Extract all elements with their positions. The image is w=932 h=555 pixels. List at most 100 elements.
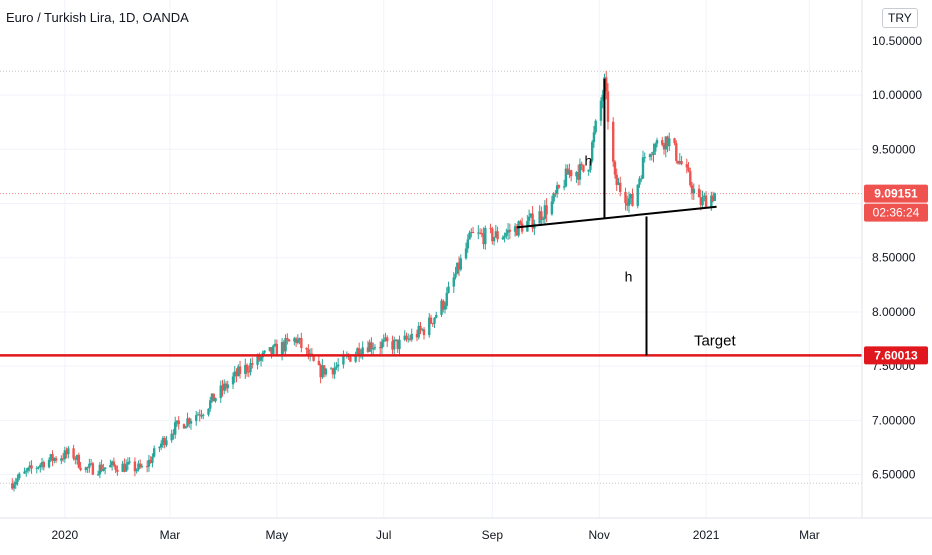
currency-button[interactable]: TRY bbox=[882, 8, 918, 28]
candle-body bbox=[102, 469, 105, 471]
candle-body bbox=[329, 368, 333, 370]
candle-body bbox=[540, 211, 543, 220]
candle-body bbox=[84, 467, 88, 470]
candle-body bbox=[419, 325, 422, 330]
candle-body bbox=[545, 205, 548, 215]
candle-body bbox=[456, 262, 459, 274]
candle-body bbox=[158, 447, 161, 449]
candle-body bbox=[692, 188, 696, 194]
candle-body bbox=[96, 474, 100, 476]
time-tick-label: Sep bbox=[482, 528, 504, 542]
candle-body bbox=[145, 466, 149, 468]
candle-body bbox=[35, 467, 38, 469]
candle-body bbox=[165, 440, 168, 446]
candle-body bbox=[298, 337, 301, 340]
candle-body bbox=[296, 339, 300, 343]
candle-body bbox=[531, 213, 534, 229]
candle-body bbox=[508, 229, 512, 232]
candle-body bbox=[543, 205, 547, 219]
candle-body bbox=[640, 178, 643, 180]
candle-body bbox=[54, 458, 58, 461]
candle-body bbox=[492, 237, 496, 242]
candle-body bbox=[18, 473, 21, 479]
candle-body bbox=[690, 185, 694, 194]
candle-body bbox=[368, 342, 371, 352]
candle-body bbox=[624, 191, 627, 204]
candle-body bbox=[147, 459, 151, 467]
candle-body bbox=[226, 384, 229, 389]
candle-body bbox=[86, 467, 89, 469]
candle-body bbox=[407, 338, 410, 340]
candle-body bbox=[305, 347, 308, 350]
candle-body bbox=[333, 367, 336, 375]
current-price-value: 9.09151 bbox=[874, 187, 918, 201]
countdown-badge bbox=[864, 203, 928, 222]
candle-body bbox=[552, 193, 555, 202]
candle-body bbox=[470, 232, 473, 234]
candle-body bbox=[163, 437, 166, 446]
candle-body bbox=[182, 424, 186, 429]
candle-body bbox=[74, 458, 77, 460]
candle-body bbox=[231, 376, 235, 385]
candle-body bbox=[482, 233, 485, 245]
candle-body bbox=[503, 235, 506, 238]
price-axis-background bbox=[862, 0, 932, 550]
candle-body bbox=[237, 366, 240, 377]
candle-body bbox=[25, 470, 28, 472]
candle-body bbox=[429, 317, 433, 324]
candle-body bbox=[541, 218, 545, 220]
candle-body bbox=[186, 418, 189, 427]
candle-body bbox=[98, 464, 102, 475]
candle-body bbox=[687, 167, 690, 172]
candle-body bbox=[435, 314, 438, 318]
candle-body bbox=[505, 232, 508, 236]
candle-body bbox=[282, 342, 286, 352]
candle-body bbox=[627, 198, 631, 206]
candle-body bbox=[209, 400, 212, 409]
candle-body bbox=[459, 258, 462, 270]
candle-body bbox=[605, 77, 608, 92]
candle-body bbox=[159, 443, 163, 448]
candle-body bbox=[391, 341, 394, 350]
time-tick-label: Jul bbox=[376, 528, 391, 542]
price-tick-label: 8.50000 bbox=[872, 251, 916, 265]
candle-body bbox=[116, 469, 119, 472]
candle-body bbox=[189, 421, 193, 424]
candle-body bbox=[704, 195, 708, 208]
candle-body bbox=[484, 227, 487, 245]
candle-body bbox=[91, 463, 95, 475]
candle-body bbox=[405, 335, 408, 340]
candle-body bbox=[447, 286, 450, 293]
candle-body bbox=[100, 464, 103, 471]
candle-body bbox=[170, 433, 173, 441]
candle-body bbox=[151, 456, 154, 463]
candle-body bbox=[221, 385, 224, 391]
candle-body bbox=[37, 467, 40, 469]
candle-body bbox=[662, 144, 666, 150]
candle-body bbox=[491, 228, 494, 242]
candle-body bbox=[394, 339, 398, 341]
candle-body bbox=[361, 347, 364, 355]
candle-body bbox=[641, 157, 645, 179]
candle-body bbox=[42, 462, 46, 468]
candle-body bbox=[506, 229, 510, 233]
candle-body bbox=[284, 337, 287, 352]
candle-body bbox=[356, 348, 359, 354]
candle-body bbox=[51, 454, 54, 461]
candle-body bbox=[431, 323, 434, 325]
candle-body bbox=[550, 201, 554, 215]
candle-body bbox=[496, 231, 499, 240]
candle-body bbox=[89, 463, 93, 465]
candle-body bbox=[61, 458, 65, 460]
candle-body bbox=[133, 461, 137, 472]
price-tick-label: 6.50000 bbox=[872, 468, 916, 482]
candle-body bbox=[258, 355, 261, 361]
candle-body bbox=[396, 339, 399, 350]
candle-body bbox=[319, 365, 322, 378]
candle-body bbox=[207, 408, 210, 415]
candle-body bbox=[615, 174, 618, 186]
candle-body bbox=[152, 448, 156, 457]
candle-body bbox=[443, 305, 447, 310]
